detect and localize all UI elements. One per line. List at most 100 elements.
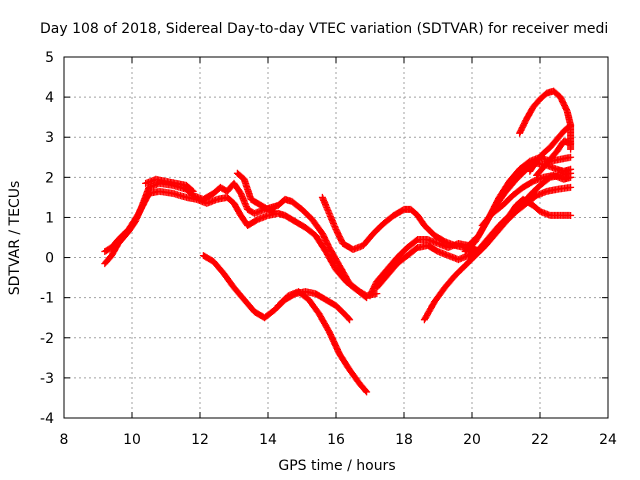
data-point-run [318,193,333,216]
x-tick-label: 22 [531,432,549,448]
x-tick-label: 16 [327,432,345,448]
y-tick-label: 1 [45,210,54,226]
data-point-run [312,290,328,303]
data-point-run [305,296,322,316]
data-point-run [492,219,509,237]
series-track-2 [101,187,371,302]
data-point-run [114,227,131,243]
data-point-run [373,273,390,292]
data-point-run [223,193,237,206]
y-axis-label: SDTVAR / TECUs [7,181,23,296]
data-point-run [536,90,550,103]
y-tick-label: 4 [45,90,54,106]
data-point-run [533,161,550,179]
data-point-run [509,184,526,199]
y-tick-label: 5 [45,50,54,66]
data-point-run [516,158,533,173]
data-point-run [553,128,567,143]
data-point-run [550,87,563,100]
data-point-run [533,150,546,165]
data-point-run [261,307,278,322]
data-point-run [257,201,271,213]
data-point-run [461,253,478,270]
y-tick-label: -4 [40,411,54,427]
data-point-run [451,263,468,280]
series-track-14 [516,169,575,211]
data-point-run [424,242,441,255]
data-point-run [108,237,121,251]
x-axis-label: GPS time / hours [278,458,395,474]
data-point-run [281,211,298,225]
series-track-3 [142,175,197,195]
data-point-run [318,230,332,250]
data-point-run [291,218,308,231]
data-point [189,187,197,195]
data-point-run [420,222,437,238]
data-point-run [393,252,410,268]
data-point-run [556,93,570,114]
data-point-run [414,211,428,228]
data-point-run [383,261,400,280]
data-point-run [199,252,216,265]
data-point-run [342,278,359,293]
data-point [567,169,575,177]
x-tick-label: 18 [395,432,413,448]
data-point-run [230,199,244,218]
data-point-run [369,221,386,237]
data-point-run [101,253,115,268]
x-tick-label: 14 [259,432,277,448]
data-point-run [516,117,530,137]
data-point-run [383,255,400,274]
data-point-run [519,178,536,191]
data-point-run [244,216,260,229]
data-point-run [522,105,536,123]
data-point [567,139,575,147]
data-point-run [182,185,196,198]
data-point-run [315,310,332,334]
data-point-run [512,166,529,183]
data-point [567,211,575,219]
data-point-run [332,302,349,319]
chart-title: Day 108 of 2018, Sidereal Day-to-day VTE… [40,21,608,37]
data-point-run [478,211,495,229]
data-point-run [308,215,325,236]
data-point [373,290,381,298]
data-point-run [420,299,438,324]
data-point-run [210,258,227,276]
data-point-run [332,266,349,284]
data-point-run [482,231,499,249]
y-tick-label: 0 [45,251,54,267]
data-point [567,153,575,161]
y-tick-label: -2 [40,331,54,347]
data-point-run [325,328,343,356]
data-point-run [393,245,410,262]
data-point-run [431,232,447,245]
data-point-run [322,248,339,272]
data-point-run [325,244,343,268]
data-point-run [342,312,353,323]
data-point [346,316,354,324]
data-point-run [380,212,397,227]
data-point [567,145,575,153]
data-point-run [335,350,353,372]
data-point-run [529,201,543,214]
data-point-run [274,293,291,310]
data-point-run [356,380,370,395]
data-point-run [325,209,339,232]
series-track-4 [233,169,279,215]
series-track-6 [274,288,371,396]
data-point-run [359,231,376,249]
y-tick-label: -3 [40,371,54,387]
data-point-run [390,206,407,219]
y-tick-label: 3 [45,130,54,146]
data-point-run [529,96,543,111]
x-tick-label: 24 [599,432,617,448]
data-point-run [125,211,142,233]
data-point-run [230,179,244,196]
data-point-run [233,169,247,182]
data-point-run [526,159,540,175]
data-point-run [471,243,488,260]
data-point-run [301,224,318,239]
data-point-run [247,195,264,209]
